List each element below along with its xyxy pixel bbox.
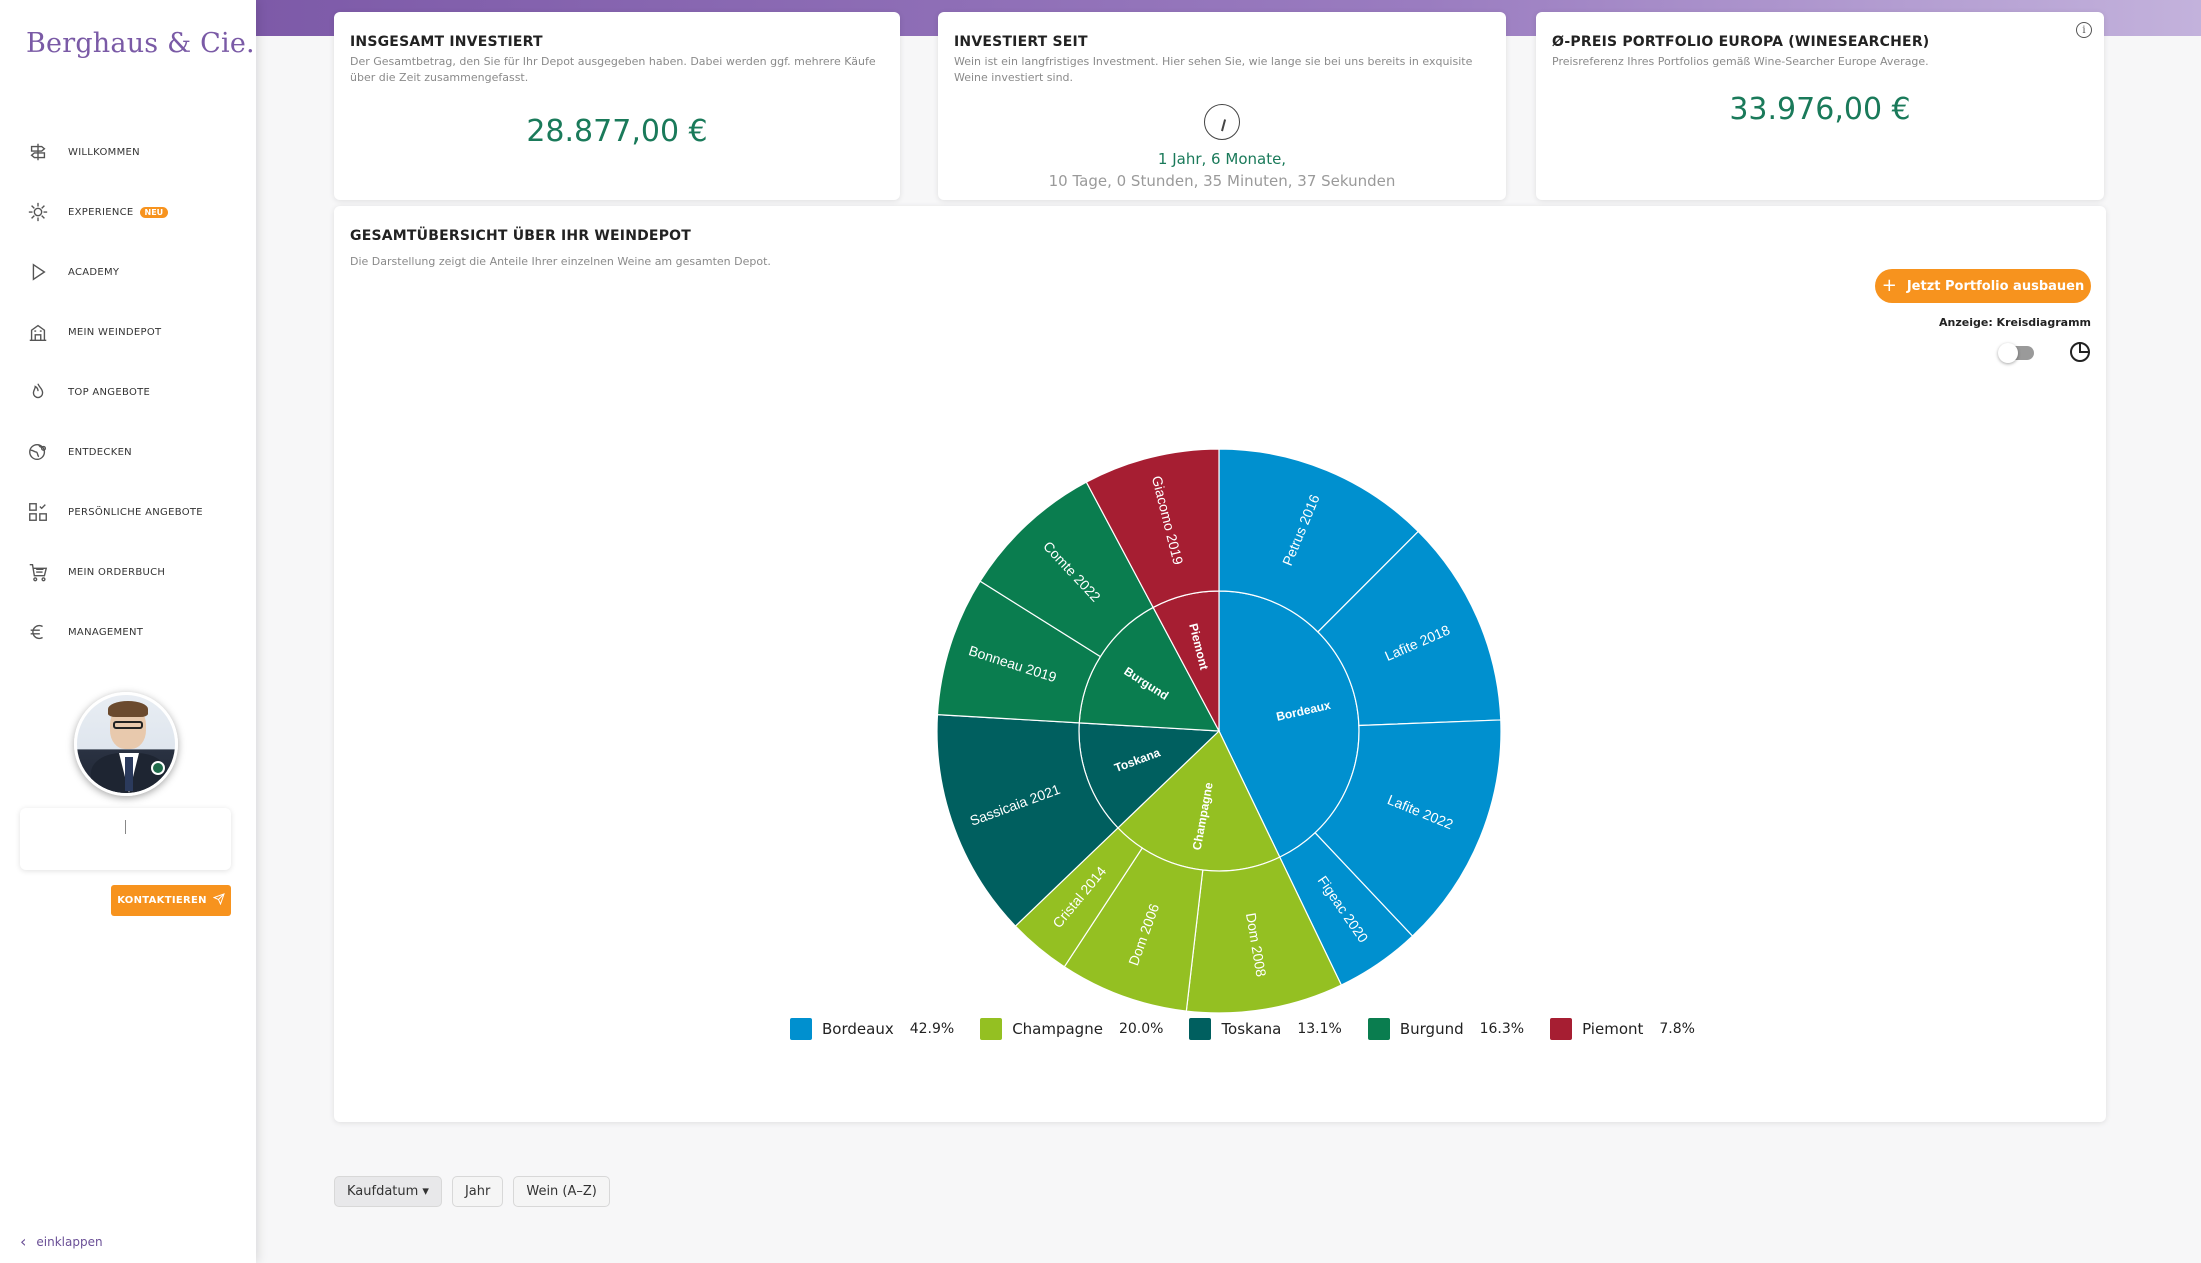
sidebar-item-label: ENTDECKEN [68,446,132,458]
new-badge: NEU [139,206,169,218]
pie-chart-icon[interactable] [2068,340,2092,364]
legend-label: Piemont [1582,1020,1644,1038]
sidebar-item-experience[interactable]: EXPERIENCE NEU [0,182,256,242]
card-title: INSGESAMT INVESTIERT [350,34,543,50]
sparkle-icon [26,200,50,224]
legend-swatch [790,1018,812,1040]
portfolio-overview-card: GESAMTÜBERSICHT ÜBER IHR WEINDEPOT Die D… [334,206,2106,1122]
legend-percentage: 16.3% [1479,1021,1525,1037]
expand-portfolio-button[interactable]: + Jetzt Portfolio ausbauen [1875,269,2091,303]
card-subtitle: Der Gesamtbetrag, den Sie für Ihr Depot … [350,55,876,84]
sidebar-nav: WILLKOMMEN EXPERIENCE NEU ACADEMY MEIN WEIND… [0,122,256,662]
sidebar-item-persönliche-angebote[interactable]: PERSÖNLICHE ANGEBOTE [0,482,256,542]
legend-item[interactable]: Burgund 16.3% [1367,1018,1525,1040]
euro-icon [26,620,50,644]
legend-label: Toskana [1221,1020,1282,1038]
play-icon [26,260,50,284]
legend-swatch [1550,1018,1573,1040]
sidebar-item-willkommen[interactable]: WILLKOMMEN [0,122,256,182]
sidebar-item-label: TOP ANGEBOTE [68,386,151,398]
contact-button[interactable]: KONTAKTIEREN [111,885,231,916]
chart-type-toggle[interactable] [1998,343,2034,363]
sidebar-item-academy[interactable]: ACADEMY [0,242,256,302]
legend-swatch [1367,1018,1390,1040]
sort-chip[interactable]: Wein (A–Z) [513,1176,610,1207]
flame-icon [26,380,50,404]
sidebar-item-entdecken[interactable]: ENTDECKEN [0,422,256,482]
building-icon [26,320,50,344]
expand-portfolio-label: Jetzt Portfolio ausbauen [1906,278,2085,294]
sidebar-item-label: MEIN WEINDEPOT [68,326,162,338]
plus-icon: + [1881,275,1897,296]
online-status-indicator [151,761,165,775]
card-subtitle: Wein ist ein langfristiges Investment. H… [954,55,1473,84]
sidebar-item-mein-orderbuch[interactable]: MEIN ORDERBUCH [0,542,256,602]
wine-slice[interactable] [1317,530,1502,727]
sidebar-item-label: WILLKOMMEN [68,146,140,158]
legend-item[interactable]: Piemont 7.8% [1550,1018,1695,1040]
chart-legend: Bordeaux 42.9% Champagne 20.0% Toskana 13.1% B… [790,1018,1721,1040]
legend-swatch [980,1018,1003,1040]
sidebar-item-label: EXPERIENCE [68,206,134,218]
info-icon[interactable]: i [2076,22,2092,38]
signpost-icon [26,140,50,164]
legend-percentage: 7.8% [1659,1021,1695,1037]
legend-percentage: 20.0% [1118,1021,1164,1037]
sidebar-item-top-angebote[interactable]: TOP ANGEBOTE [0,362,256,422]
sort-chip[interactable]: Jahr [451,1176,504,1207]
legend-label: Burgund [1399,1020,1464,1038]
legend-item[interactable]: Champagne 20.0% [980,1018,1163,1040]
invested-since-detail: 10 Tage, 0 Stunden, 35 Minuten, 37 Sekun… [1048,172,1396,190]
send-icon [212,893,225,908]
wine-slice[interactable] [1085,448,1220,609]
card-subtitle: Preisreferenz Ihres Portfolios gemäß Win… [1552,55,1929,68]
overview-subtitle: Die Darstellung zeigt die Anteile Ihrer … [350,255,771,268]
clock-icon [1204,104,1240,140]
sidebar-item-label: PERSÖNLICHE ANGEBOTE [68,506,203,518]
sidebar-item-label: MEIN ORDERBUCH [68,566,166,578]
collapse-sidebar-button[interactable]: ‹ einklappen [20,1232,103,1251]
sort-chip[interactable]: Kaufdatum ▾ [334,1176,442,1207]
invested-since-main: 1 Jahr, 6 Monate, [1157,150,1287,168]
collapse-label: einklappen [36,1234,103,1249]
advisor-avatar[interactable] [74,692,178,796]
sidebar-item-label: MANAGEMENT [68,626,144,638]
legend-item[interactable]: Toskana 13.1% [1189,1018,1342,1040]
display-mode-label: Anzeige: Kreisdiagramm [1939,316,2091,329]
legend-percentage: 13.1% [1297,1021,1342,1037]
card-title: INVESTIERT SEIT [954,34,1088,50]
legend-swatch [1189,1018,1212,1040]
globe-pin-icon [26,440,50,464]
wine-slice[interactable] [936,714,1119,927]
chevron-left-icon: ‹ [20,1232,27,1251]
card-invested-since: INVESTIERT SEIT Wein ist ein langfristig… [938,12,1506,200]
card-title: Ø-PREIS PORTFOLIO EUROPA (WINESEARCHER) [1552,34,1930,50]
card-avg-price: i Ø-PREIS PORTFOLIO EUROPA (WINESEARCHER… [1536,12,2104,200]
sidebar: Berghaus & Cie. WILLKOMMEN EXPERIENCE NEU A… [0,0,256,1263]
grid-check-icon [26,500,50,524]
brand-logo[interactable]: Berghaus & Cie. [26,28,255,59]
legend-label: Bordeaux [822,1020,894,1038]
legend-percentage: 42.9% [909,1021,955,1037]
legend-label: Champagne [1012,1020,1103,1038]
legend-item[interactable]: Bordeaux 42.9% [790,1018,954,1040]
contact-message-field[interactable] [20,808,231,870]
avg-price-amount: 33.976,00 € [1729,92,1911,127]
overview-title: GESAMTÜBERSICHT ÜBER IHR WEINDEPOT [350,228,692,244]
sidebar-item-label: ACADEMY [68,266,120,278]
sidebar-item-management[interactable]: MANAGEMENT [0,602,256,662]
total-invested-amount: 28.877,00 € [526,114,708,149]
sort-filters: Kaufdatum ▾ Jahr Wein (A–Z) [334,1176,610,1207]
contact-button-label: KONTAKTIEREN [117,895,207,906]
cart-icon [26,560,50,584]
card-total-invested: INSGESAMT INVESTIERT Der Gesamtbetrag, d… [334,12,900,200]
sidebar-item-mein-weindepot[interactable]: MEIN WEINDEPOT [0,302,256,362]
